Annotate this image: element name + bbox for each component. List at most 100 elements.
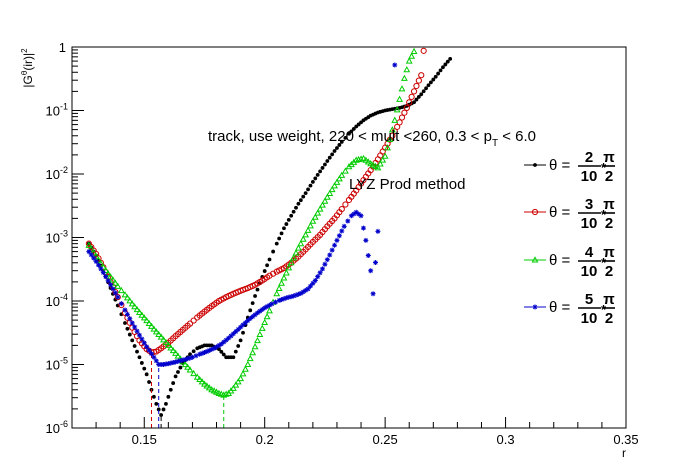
data-point <box>88 252 94 258</box>
data-point <box>412 100 416 105</box>
series-2 <box>85 47 427 428</box>
legend-entry-4: θ = 5 10*π 2 <box>524 291 615 327</box>
data-point <box>269 301 275 307</box>
data-point <box>393 106 401 113</box>
data-point <box>335 146 339 150</box>
data-point <box>226 335 232 341</box>
data-point <box>291 209 296 214</box>
data-point <box>201 349 207 355</box>
data-point <box>164 341 172 348</box>
data-point <box>300 289 306 295</box>
data-point <box>174 352 182 359</box>
x-tick-label: 0.15 <box>132 432 157 447</box>
data-point <box>305 286 311 292</box>
data-point <box>168 360 174 366</box>
data-point <box>338 206 345 213</box>
data-point <box>123 321 127 325</box>
data-point <box>360 154 367 162</box>
data-point <box>362 156 370 163</box>
data-point <box>233 329 239 335</box>
data-point <box>391 116 399 123</box>
data-point <box>420 47 427 54</box>
legend-entry-3: θ = 4 10*π 2 <box>524 244 615 280</box>
data-point <box>282 269 290 276</box>
data-point <box>329 247 335 253</box>
data-point <box>248 308 253 313</box>
data-point <box>339 228 345 234</box>
data-point <box>410 47 418 54</box>
data-point <box>443 62 448 67</box>
data-point <box>335 175 343 182</box>
data-point <box>262 305 268 311</box>
legend-pi-denominator: 2 <box>605 215 613 232</box>
data-point <box>405 57 413 64</box>
data-point <box>273 290 281 297</box>
data-point <box>396 95 404 102</box>
data-point <box>276 297 282 303</box>
data-point <box>307 283 313 289</box>
data-point <box>345 218 351 224</box>
data-point <box>114 282 122 289</box>
data-point <box>103 274 109 280</box>
data-point <box>153 358 159 364</box>
data-point <box>410 88 418 95</box>
data-point <box>326 189 334 196</box>
legend-multiply: * <box>601 255 607 270</box>
data-point <box>222 390 230 397</box>
data-point <box>135 308 143 315</box>
data-point <box>267 257 272 262</box>
legend-prefix: θ = <box>549 299 571 316</box>
data-point <box>172 349 180 356</box>
data-point <box>285 264 293 271</box>
data-point <box>338 171 346 178</box>
legend-pi: π <box>603 149 615 166</box>
data-point <box>144 344 150 350</box>
data-point <box>211 345 217 351</box>
legend-entry-2: θ = 3 10*π 2 <box>524 196 615 232</box>
data-point <box>196 375 204 383</box>
data-point <box>233 349 238 354</box>
data-point <box>274 241 279 246</box>
data-point <box>301 194 306 199</box>
data-point <box>327 155 332 160</box>
data-point <box>398 114 406 121</box>
x-tick-label: 0.2 <box>256 432 274 447</box>
data-point <box>288 294 294 300</box>
data-point <box>360 225 366 231</box>
data-point <box>351 127 356 131</box>
data-point <box>100 270 106 276</box>
data-point <box>152 328 160 335</box>
legend-numerator: 5 <box>585 291 593 308</box>
data-point <box>321 197 329 204</box>
data-point <box>220 391 228 398</box>
data-point <box>327 252 333 258</box>
data-point <box>343 135 348 140</box>
data-point <box>348 213 354 219</box>
data-point <box>311 213 319 220</box>
legend-numerator: 4 <box>585 244 594 261</box>
data-point <box>203 382 211 389</box>
data-point <box>416 95 421 99</box>
data-point <box>318 169 322 174</box>
data-point <box>151 394 156 399</box>
data-point <box>261 318 269 326</box>
data-point <box>320 266 326 272</box>
data-point <box>155 330 163 337</box>
data-point <box>251 343 259 350</box>
data-point <box>375 228 381 234</box>
data-point <box>278 279 286 286</box>
data-point <box>187 355 193 361</box>
data-point <box>333 178 341 185</box>
data-point <box>117 286 125 294</box>
data-point <box>323 162 327 167</box>
data-point <box>374 164 382 171</box>
data-point <box>167 344 175 351</box>
data-point <box>148 351 154 357</box>
data-point <box>185 356 191 362</box>
data-point <box>386 135 394 142</box>
legend-pi: π <box>603 196 615 213</box>
data-point <box>201 380 208 387</box>
data-point <box>138 311 146 318</box>
data-point <box>123 294 131 301</box>
data-point <box>262 269 267 273</box>
